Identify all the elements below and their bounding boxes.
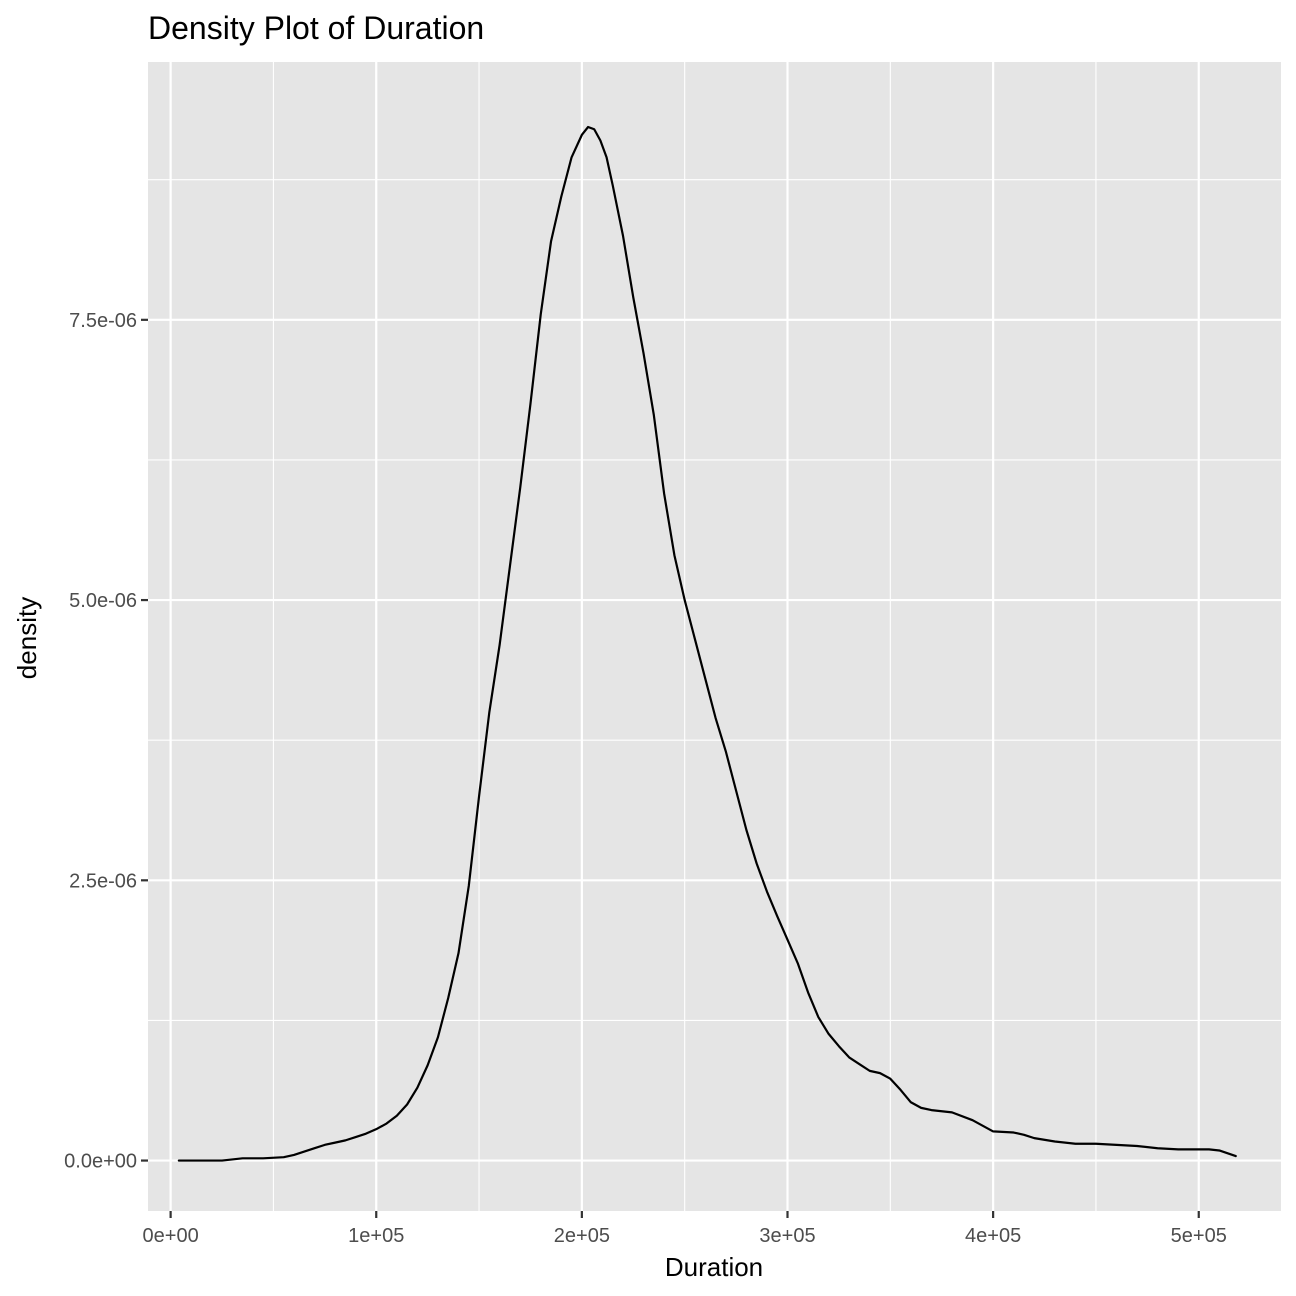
y-axis-title: density [12, 597, 42, 679]
x-tick-label: 3e+05 [759, 1225, 815, 1247]
plot-panel [148, 62, 1281, 1211]
x-tick-label: 2e+05 [554, 1225, 610, 1247]
density-line [177, 125, 1237, 1162]
y-tick-label: 5.0e-06 [69, 590, 137, 612]
y-tick-label: 2.5e-06 [69, 870, 137, 892]
x-tick-label: 5e+05 [1171, 1225, 1227, 1247]
y-tick-label: 0.0e+00 [64, 1151, 137, 1173]
y-axis: 0.0e+00 2.5e-06 5.0e-06 7.5e-06 [64, 310, 148, 1173]
minor-gridlines [148, 62, 1281, 1211]
x-axis: 0e+00 1e+05 2e+05 3e+05 4e+05 5e+05 [143, 1211, 1227, 1247]
x-axis-title: Duration [665, 1252, 763, 1282]
major-gridlines [148, 62, 1281, 1211]
y-tick-label: 7.5e-06 [69, 310, 137, 332]
x-tick-label: 1e+05 [348, 1225, 404, 1247]
x-tick-label: 0e+00 [143, 1225, 199, 1247]
series-layer [177, 125, 1237, 1162]
chart-title: Density Plot of Duration [148, 10, 484, 46]
x-tick-label: 4e+05 [965, 1225, 1021, 1247]
